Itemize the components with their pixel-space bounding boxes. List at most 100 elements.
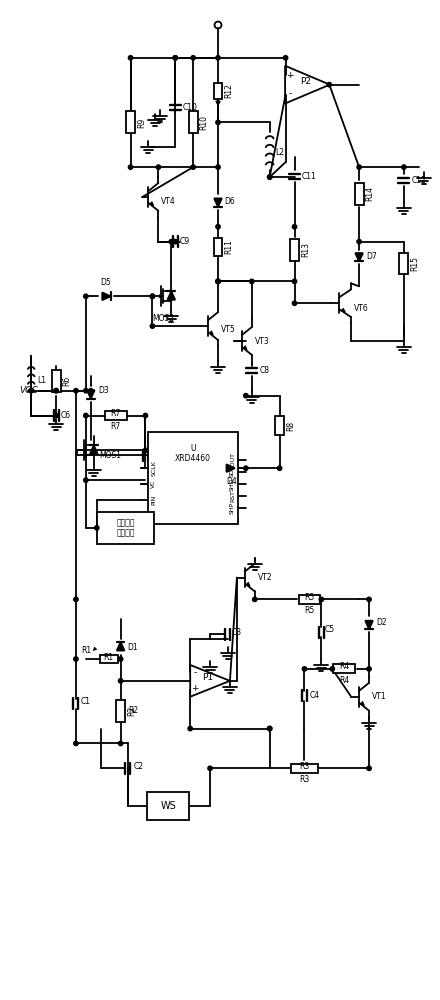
Polygon shape (227, 464, 235, 472)
Circle shape (319, 597, 323, 602)
Circle shape (191, 56, 195, 60)
Circle shape (173, 56, 177, 60)
Text: C8: C8 (259, 366, 269, 375)
Circle shape (74, 741, 78, 746)
Circle shape (84, 478, 88, 482)
Text: R1: R1 (81, 646, 91, 655)
Bar (275, 416, 284, 435)
Text: PIN: PIN (151, 495, 157, 505)
Bar (97, 512, 154, 544)
Text: R3: R3 (299, 775, 310, 784)
Text: R14: R14 (366, 186, 374, 201)
Text: C3: C3 (232, 628, 242, 637)
Circle shape (330, 667, 334, 671)
Circle shape (84, 413, 88, 418)
Text: C2: C2 (134, 762, 143, 771)
Text: R7: R7 (110, 409, 121, 418)
Circle shape (216, 279, 220, 284)
Polygon shape (214, 198, 222, 207)
Circle shape (216, 279, 220, 284)
Text: R2: R2 (127, 706, 136, 716)
Text: VT5: VT5 (221, 325, 236, 334)
Circle shape (84, 389, 88, 393)
Circle shape (357, 165, 361, 169)
Bar (333, 664, 355, 673)
Circle shape (216, 279, 220, 284)
Text: WS: WS (161, 801, 176, 811)
Circle shape (173, 56, 177, 60)
Bar (189, 111, 198, 133)
Text: VT2: VT2 (258, 573, 272, 582)
Circle shape (302, 667, 307, 671)
Text: 同步信号
分离电路: 同步信号 分离电路 (116, 518, 135, 538)
Bar (290, 764, 319, 773)
Circle shape (283, 56, 288, 60)
Text: R6: R6 (62, 376, 72, 386)
Text: SHP: SHP (230, 502, 235, 514)
Circle shape (74, 657, 78, 661)
Circle shape (169, 239, 173, 244)
Circle shape (84, 294, 88, 298)
Circle shape (216, 120, 220, 125)
Circle shape (327, 82, 331, 87)
Circle shape (54, 389, 58, 393)
Circle shape (88, 389, 93, 393)
Text: C7: C7 (150, 449, 161, 458)
Text: RST: RST (230, 490, 235, 502)
Text: D1: D1 (128, 643, 138, 652)
Text: D3: D3 (98, 386, 109, 395)
Circle shape (156, 165, 161, 169)
Circle shape (173, 239, 177, 244)
Circle shape (143, 413, 148, 418)
Bar (126, 111, 135, 133)
Circle shape (118, 679, 123, 683)
Text: R4: R4 (339, 676, 349, 685)
Bar (105, 411, 127, 420)
Text: R2: R2 (128, 706, 139, 715)
Polygon shape (355, 253, 363, 261)
Text: R7: R7 (110, 422, 121, 431)
Text: C6: C6 (61, 411, 71, 420)
Circle shape (292, 279, 297, 284)
Circle shape (367, 667, 371, 671)
Text: +: + (286, 71, 294, 80)
Text: P2: P2 (300, 77, 311, 86)
Text: -: - (289, 90, 292, 99)
Text: D6: D6 (224, 197, 235, 206)
Text: R11: R11 (224, 239, 234, 254)
Circle shape (253, 597, 257, 602)
Text: D4: D4 (227, 477, 237, 486)
Text: R12: R12 (224, 83, 234, 98)
Text: MOS1: MOS1 (99, 451, 121, 460)
Text: R1: R1 (104, 653, 114, 662)
Circle shape (292, 301, 297, 305)
Text: R5: R5 (304, 606, 315, 615)
Circle shape (249, 279, 254, 284)
Text: C10: C10 (183, 103, 198, 112)
Text: R8: R8 (286, 420, 295, 431)
Text: U: U (191, 444, 196, 453)
Bar (213, 83, 223, 99)
Circle shape (268, 726, 272, 731)
Bar (51, 370, 61, 392)
Circle shape (150, 294, 154, 298)
Text: C9: C9 (180, 237, 190, 246)
Circle shape (244, 393, 248, 398)
Text: D5: D5 (100, 278, 111, 287)
Circle shape (216, 56, 220, 60)
Text: POUT: POUT (230, 452, 235, 469)
Bar (290, 239, 299, 261)
Polygon shape (87, 390, 95, 399)
Text: D2: D2 (376, 618, 387, 627)
Polygon shape (102, 292, 110, 300)
Circle shape (74, 389, 78, 393)
Circle shape (402, 165, 406, 169)
Circle shape (74, 597, 78, 602)
Circle shape (292, 225, 297, 229)
Text: P1: P1 (202, 673, 214, 682)
Text: VT1: VT1 (372, 692, 387, 701)
Bar (147, 792, 189, 820)
Circle shape (367, 766, 371, 770)
Text: L1: L1 (37, 376, 46, 385)
Text: VT3: VT3 (255, 337, 270, 346)
